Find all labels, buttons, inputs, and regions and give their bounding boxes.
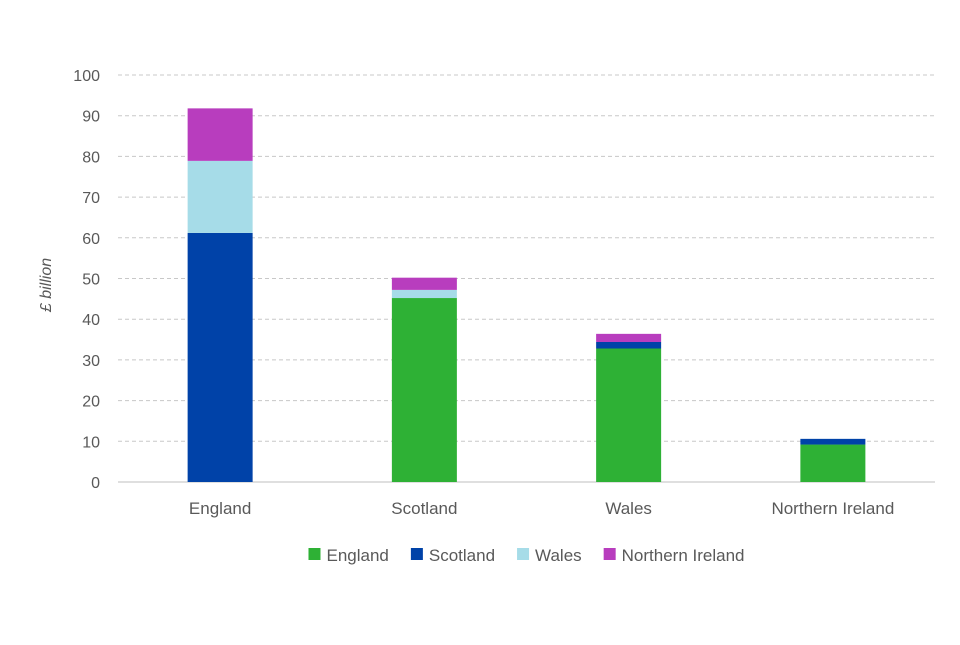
gridlines — [118, 74, 935, 442]
y-tick-label: 0 — [91, 475, 100, 492]
y-tick-label: 50 — [82, 272, 100, 289]
legend-swatch — [517, 548, 530, 560]
bar-segment-northern-ireland-scotland — [800, 438, 866, 445]
bar-segment-scotland-wales — [391, 289, 457, 299]
y-tick-label: 90 — [82, 109, 100, 126]
y-tick-label: 100 — [73, 68, 100, 85]
x-tick-label: Wales — [605, 499, 652, 518]
y-tick-label: 70 — [82, 190, 100, 207]
legend-swatch — [410, 548, 423, 560]
bars — [187, 108, 866, 482]
y-tick-label: 60 — [82, 231, 100, 248]
bar-segment-england-scotland — [187, 232, 253, 482]
legend-swatch — [603, 548, 616, 560]
legend-label: Northern Ireland — [622, 546, 745, 565]
legend-item: England — [308, 546, 389, 565]
bar-segment-scotland-england — [391, 298, 457, 482]
legend-swatch — [308, 548, 321, 560]
y-tick-label: 20 — [82, 394, 100, 411]
legend-label: Wales — [535, 546, 582, 565]
bar-segment-england-northern-ireland — [187, 108, 253, 161]
y-axis-title: £ billion — [38, 258, 55, 313]
y-tick-label: 80 — [82, 149, 100, 166]
axis-labels: 0 10 20 30 40 50 60 70 80 90 100 England Scotland Wal… — [73, 68, 894, 518]
legend-item: Northern Ireland — [603, 546, 745, 565]
y-tick-label: 30 — [82, 353, 100, 370]
bar-segment-wales-scotland — [596, 341, 662, 349]
bar-segment-wales-northern-ireland — [596, 333, 662, 342]
y-tick-label: 40 — [82, 312, 100, 329]
legend-label: Scotland — [429, 546, 495, 565]
legend: England Scotland Wales Northern Ireland — [308, 546, 745, 565]
legend-item: Wales — [517, 546, 582, 565]
legend-item: Scotland — [410, 546, 495, 565]
x-tick-label: Northern Ireland — [771, 499, 894, 518]
bar-segment-wales-england — [596, 348, 662, 482]
x-tick-label: England — [189, 499, 251, 518]
bar-segment-england-wales — [187, 160, 253, 233]
x-tick-label: Scotland — [391, 499, 457, 518]
bar-segment-northern-ireland-england — [800, 444, 866, 482]
y-tick-label: 10 — [82, 434, 100, 451]
bar-segment-scotland-northern-ireland — [391, 277, 457, 290]
legend-label: England — [326, 546, 388, 565]
